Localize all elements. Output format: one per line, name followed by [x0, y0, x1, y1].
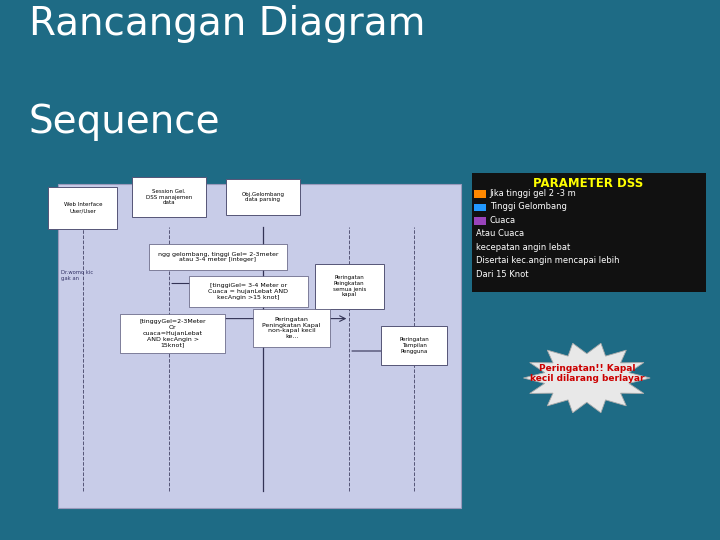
Polygon shape [523, 343, 650, 413]
FancyBboxPatch shape [48, 187, 117, 229]
Text: Web Interface
User/User: Web Interface User/User [63, 202, 102, 213]
Text: Jika tinggi gel 2 -3 m: Jika tinggi gel 2 -3 m [490, 189, 576, 198]
FancyBboxPatch shape [472, 173, 706, 292]
FancyBboxPatch shape [380, 326, 447, 365]
FancyBboxPatch shape [253, 309, 330, 347]
Text: [tinggyGel=2-3Meter
Or
cuaca=HujanLebat
AND kecAngin >
15knot]: [tinggyGel=2-3Meter Or cuaca=HujanLebat … [140, 319, 206, 348]
Text: Peringatan
Tampilan
Pengguna: Peringatan Tampilan Pengguna [399, 338, 429, 354]
Text: Disertai kec.angin mencapai lebih: Disertai kec.angin mencapai lebih [476, 256, 619, 265]
FancyBboxPatch shape [474, 204, 486, 211]
Text: Dari 15 Knot: Dari 15 Knot [476, 270, 528, 279]
FancyBboxPatch shape [58, 184, 461, 508]
FancyBboxPatch shape [132, 177, 206, 217]
FancyBboxPatch shape [315, 264, 384, 309]
Text: Session Gel.
DSS manajemen
data: Session Gel. DSS manajemen data [146, 189, 192, 205]
Text: Dr.womo kic
gak an: Dr.womo kic gak an [61, 270, 94, 281]
Text: Cuaca: Cuaca [490, 216, 516, 225]
FancyBboxPatch shape [149, 244, 287, 270]
FancyBboxPatch shape [474, 190, 486, 198]
FancyBboxPatch shape [474, 217, 486, 225]
Text: PARAMETER DSS: PARAMETER DSS [534, 177, 644, 190]
Text: [tinggiGel= 3-4 Meter or
Cuaca = hujanLebat AND
kecAngin >15 knot]: [tinggiGel= 3-4 Meter or Cuaca = hujanLe… [208, 284, 289, 300]
Text: Sequence: Sequence [29, 103, 220, 140]
Text: Obj.Gelombang
data parsing: Obj.Gelombang data parsing [241, 192, 284, 202]
Text: Peringatan
Peingkatan
semua jenis
kapal: Peringatan Peingkatan semua jenis kapal [333, 275, 366, 298]
FancyBboxPatch shape [226, 179, 300, 215]
Text: ngg gelombang, tinggi Gel= 2-3meter
atau 3-4 meter [integer]: ngg gelombang, tinggi Gel= 2-3meter atau… [158, 252, 278, 262]
FancyBboxPatch shape [120, 314, 225, 353]
Text: Atau Cuaca: Atau Cuaca [476, 230, 524, 238]
Text: Peringatan
Peningkatan Kapal
non-kapal kecil
ke...: Peringatan Peningkatan Kapal non-kapal k… [262, 317, 321, 339]
Text: Peringatan!! Kapal
kecil dilarang berlayar: Peringatan!! Kapal kecil dilarang berlay… [529, 364, 644, 383]
FancyBboxPatch shape [189, 276, 308, 307]
Text: Rancangan Diagram: Rancangan Diagram [29, 5, 426, 43]
Text: kecepatan angin lebat: kecepatan angin lebat [476, 243, 570, 252]
Text: Tinggi Gelombang: Tinggi Gelombang [490, 202, 567, 211]
